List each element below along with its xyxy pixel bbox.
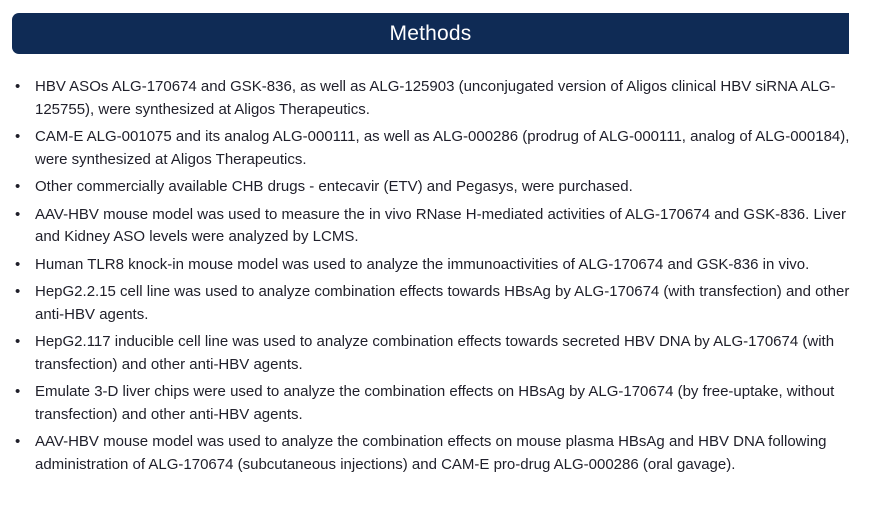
bullet-icon: • — [15, 205, 21, 223]
list-item-text: AAV-HBV mouse model was used to analyze … — [35, 433, 827, 473]
list-item: • Other commercially available CHB drugs … — [12, 176, 852, 199]
list-item-text: CAM-E ALG-001075 and its analog ALG-0001… — [35, 128, 850, 168]
methods-list: • HBV ASOs ALG-170674 and GSK-836, as wel… — [12, 76, 852, 481]
list-item: • HepG2.2.15 cell line was used to analyz… — [12, 281, 852, 326]
list-item: • AAV-HBV mouse model was used to measure… — [12, 204, 852, 249]
list-item-text: HepG2.2.15 cell line was used to analyze… — [35, 283, 850, 323]
section-title: Methods — [389, 21, 472, 45]
list-item-text: Human TLR8 knock-in mouse model was used… — [35, 255, 810, 273]
list-item: • HBV ASOs ALG-170674 and GSK-836, as wel… — [12, 76, 852, 121]
list-item-text: HBV ASOs ALG-170674 and GSK-836, as well… — [35, 78, 836, 118]
bullet-icon: • — [15, 255, 21, 273]
bullet-icon: • — [15, 178, 21, 195]
list-item-text: HepG2.117 inducible cell line was used t… — [35, 333, 835, 373]
list-item-text: Emulate 3-D liver chips were used to ana… — [35, 383, 835, 423]
list-item: • Emulate 3-D liver chips were used to an… — [12, 381, 852, 426]
list-item: • AAV-HBV mouse model was used to analyze… — [12, 431, 852, 476]
list-item-text: Other commercially available CHB drugs -… — [35, 178, 633, 195]
list-item: • CAM-E ALG-001075 and its analog ALG-000… — [12, 126, 852, 171]
list-item: • Human TLR8 knock-in mouse model was use… — [12, 254, 852, 277]
bullet-icon: • — [15, 78, 21, 95]
bullet-icon: • — [15, 433, 21, 450]
section-header: Methods — [12, 13, 849, 54]
bullet-icon: • — [15, 283, 21, 300]
list-item-text: AAV-HBV mouse model was used to measure … — [35, 205, 846, 246]
bullet-icon: • — [15, 333, 21, 350]
bullet-icon: • — [15, 383, 21, 400]
bullet-icon: • — [15, 128, 21, 145]
list-item: • HepG2.117 inducible cell line was used … — [12, 331, 852, 376]
